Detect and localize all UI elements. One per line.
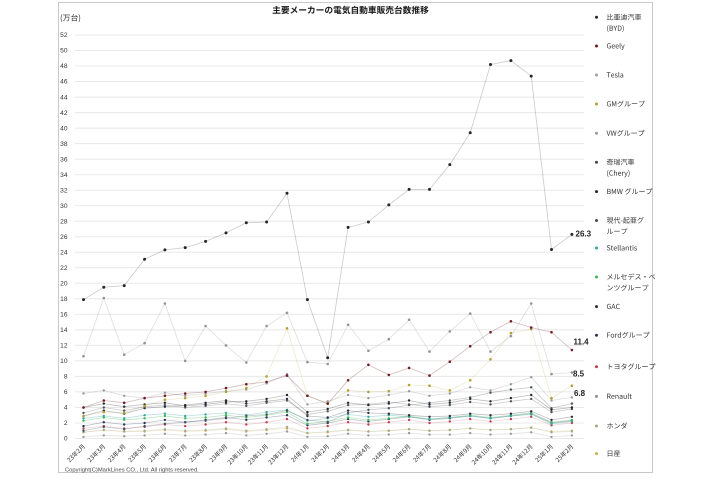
svg-text:26.3: 26.3 (576, 230, 592, 239)
svg-text:8: 8 (64, 374, 68, 381)
svg-text:0: 0 (64, 436, 68, 443)
svg-text:50: 50 (60, 48, 68, 55)
svg-text:46: 46 (60, 79, 68, 86)
svg-text:30: 30 (60, 203, 68, 210)
svg-text:14: 14 (60, 327, 68, 334)
svg-text:4: 4 (64, 405, 68, 412)
svg-text:32: 32 (60, 187, 68, 194)
svg-text:48: 48 (60, 63, 68, 70)
svg-text:52: 52 (60, 32, 68, 39)
svg-text:6.8: 6.8 (574, 389, 586, 398)
svg-text:38: 38 (60, 141, 68, 148)
svg-text:36: 36 (60, 156, 68, 163)
svg-text:42: 42 (60, 110, 68, 117)
svg-text:6: 6 (64, 389, 68, 396)
svg-text:10: 10 (60, 358, 68, 365)
svg-text:2: 2 (64, 420, 68, 427)
svg-text:11.4: 11.4 (574, 338, 590, 347)
svg-text:26: 26 (60, 234, 68, 241)
svg-text:8.5: 8.5 (573, 370, 585, 379)
svg-text:16: 16 (60, 312, 68, 319)
svg-text:24: 24 (60, 250, 68, 257)
svg-text:44: 44 (60, 94, 68, 101)
svg-text:40: 40 (60, 125, 68, 132)
svg-text:22: 22 (60, 265, 68, 272)
svg-text:20: 20 (60, 281, 68, 288)
svg-text:12: 12 (60, 343, 68, 350)
svg-text:34: 34 (60, 172, 68, 179)
svg-text:18: 18 (60, 296, 68, 303)
svg-text:28: 28 (60, 218, 68, 225)
svg-text:Copyright(C)MarkLines CO., Ltd: Copyright(C)MarkLines CO., Ltd. All righ… (65, 468, 199, 474)
